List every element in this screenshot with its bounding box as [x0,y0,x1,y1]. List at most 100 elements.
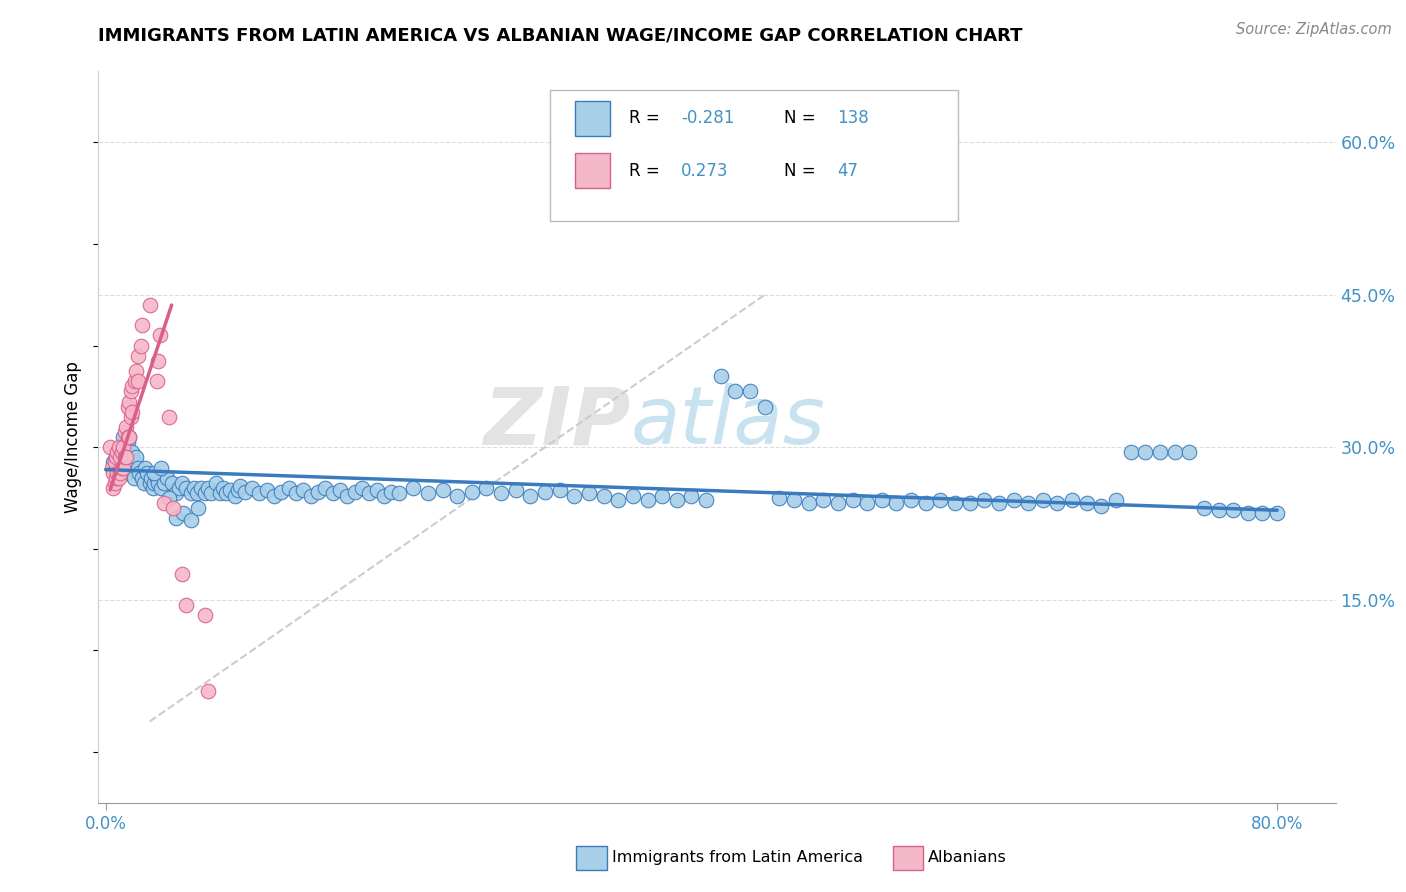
Point [322,486,344,500]
Point [505,483,527,497]
Point [263,489,285,503]
Point [120,384,142,399]
Point [900,493,922,508]
Point [562,489,585,503]
Point [1062,493,1084,508]
Point [125,450,148,465]
Point [1208,503,1230,517]
Point [180,486,202,500]
Point [987,496,1010,510]
Point [621,489,644,503]
Point [1032,493,1054,508]
Point [973,493,995,508]
Point [350,481,373,495]
Text: IMMIGRANTS FROM LATIN AMERICA VS ALBANIAN WAGE/INCOME GAP CORRELATION CHART: IMMIGRANTS FROM LATIN AMERICA VS ALBANIA… [98,27,1024,45]
Point [204,475,226,490]
Point [146,471,169,485]
Point [101,455,124,469]
Point [856,496,879,510]
Point [366,483,388,497]
Point [416,486,439,500]
Point [194,486,217,500]
Point [111,460,134,475]
Point [1002,493,1025,508]
Point [256,483,278,497]
Point [157,409,180,424]
Point [125,364,148,378]
Point [387,486,409,500]
Point [187,501,209,516]
Point [754,400,776,414]
Point [1090,499,1112,513]
Point [110,466,132,480]
Point [186,486,208,500]
Point [111,445,134,459]
Point [1178,445,1201,459]
Point [118,430,141,444]
Point [1149,445,1171,459]
Point [219,483,242,497]
Point [534,485,557,500]
Text: R =: R = [628,109,665,128]
Point [174,481,197,495]
FancyBboxPatch shape [550,90,959,221]
Point [212,481,235,495]
Point [170,567,193,582]
Point [886,496,908,510]
Point [665,493,688,508]
Point [336,489,359,503]
Point [153,496,176,510]
Point [1076,496,1098,510]
Point [1105,493,1128,508]
Point [475,481,498,495]
Point [129,339,152,353]
Point [132,475,155,490]
Text: Immigrants from Latin America: Immigrants from Latin America [612,850,863,865]
Point [165,486,187,500]
Point [134,460,156,475]
Point [98,440,121,454]
Point [127,460,149,475]
Point [124,374,146,388]
Point [224,489,246,503]
Point [1237,506,1260,520]
Point [285,486,308,500]
Point [103,475,125,490]
Point [197,481,219,495]
Point [277,481,299,495]
Point [299,489,322,503]
Point [1017,496,1039,510]
Point [914,496,936,510]
Point [329,483,352,497]
Point [121,379,143,393]
Point [127,349,149,363]
Point [114,450,136,465]
Point [112,440,135,454]
Point [114,455,136,469]
Point [156,471,179,485]
Point [190,481,212,495]
Point [143,466,166,480]
Point [149,328,172,343]
Point [183,481,205,495]
Point [107,445,129,459]
Point [240,481,263,495]
Point [150,481,173,495]
Point [519,489,541,503]
Point [110,450,132,465]
Point [153,475,176,490]
Point [607,493,630,508]
Bar [575,101,610,136]
Point [651,489,673,503]
Point [827,496,849,510]
Text: 47: 47 [837,161,858,180]
Bar [575,153,610,188]
Point [165,511,187,525]
Point [233,485,256,500]
Point [104,471,127,485]
Point [768,491,790,505]
Point [108,471,131,485]
Point [343,485,366,500]
Point [138,475,160,490]
Point [118,394,141,409]
